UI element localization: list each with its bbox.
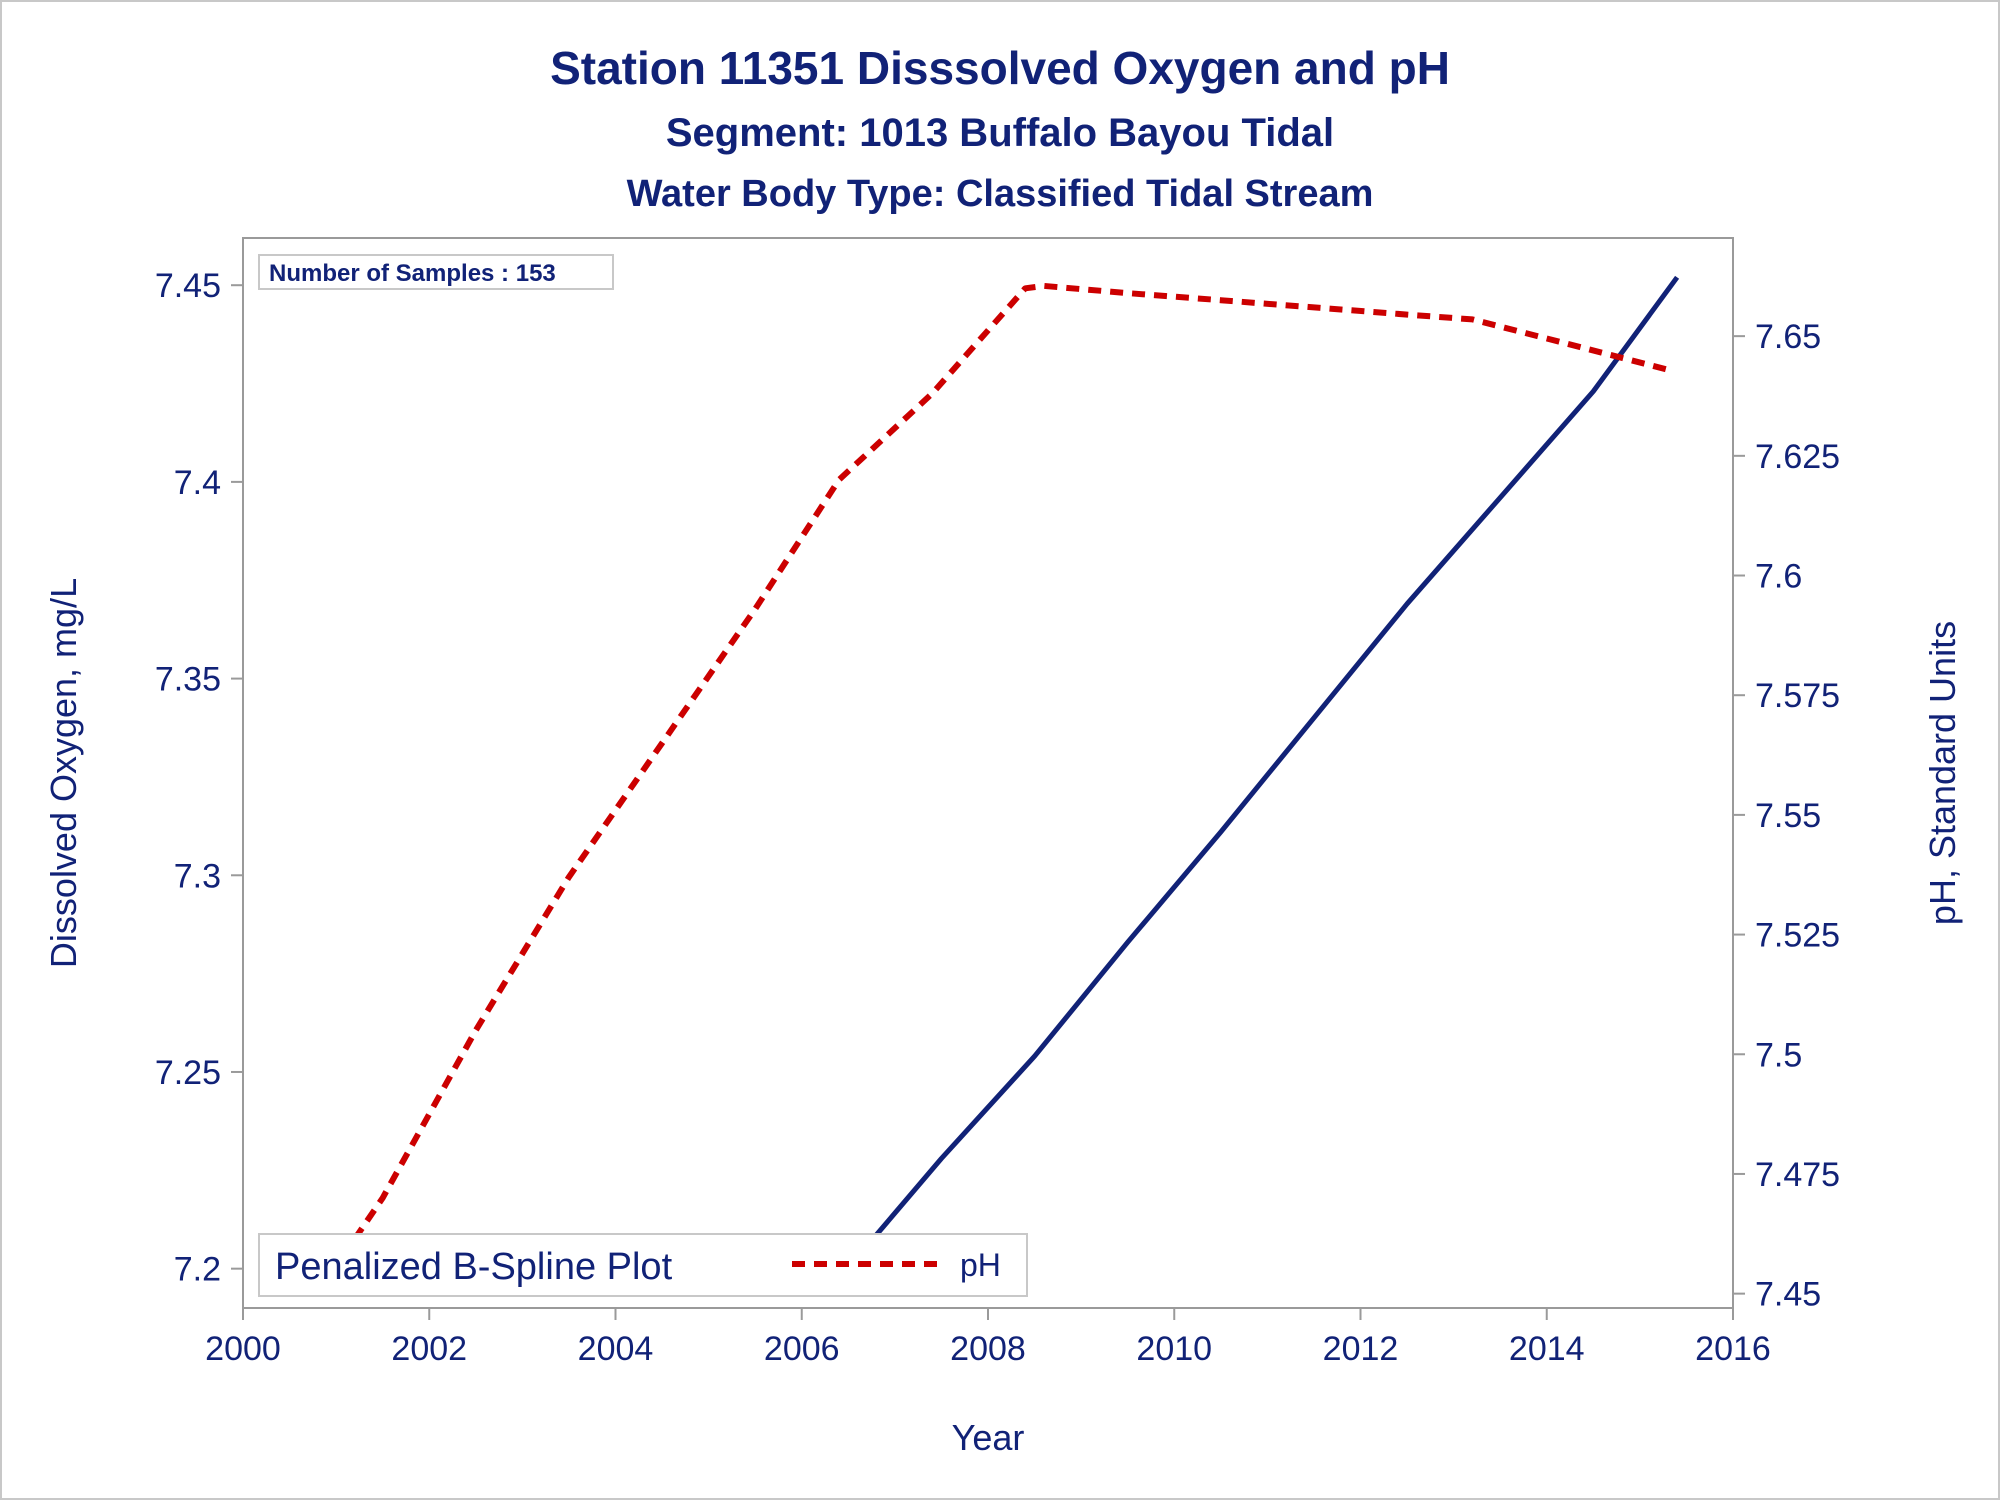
y-tick-label: 7.2 [174, 1251, 221, 1289]
y2-tick-label: 7.475 [1755, 1156, 1840, 1194]
chart-subtitle: Segment: 1013 Buffalo Bayou Tidal [666, 111, 1334, 155]
chart-title: Station 11351 Disssolved Oxygen and pH [550, 42, 1450, 94]
y-axis-right: 7.45 7.475 7.5 7.525 7.55 7.575 7.6 7.625 7.65 [1733, 318, 1840, 1314]
y2-tick-label: 7.55 [1755, 797, 1821, 835]
ph-series-line [315, 282, 1669, 1296]
y2-tick-label: 7.5 [1755, 1036, 1802, 1074]
x-tick-label: 2010 [1136, 1330, 1212, 1368]
x-axis-label: Year [952, 1417, 1025, 1458]
legend [258, 1233, 1028, 1297]
plot-area [242, 237, 1734, 1309]
y2-tick-label: 7.525 [1755, 917, 1840, 955]
x-axis: 2000 2002 2004 2006 2008 2010 2012 2014 2016 [205, 1308, 1771, 1368]
sample-count-label: Number of Samples : 153 [269, 260, 556, 287]
legend-ph-label: pH [960, 1247, 1001, 1283]
dissolved-oxygen-series-line [317, 275, 1680, 1285]
y2-tick-label: 7.575 [1755, 677, 1840, 715]
x-tick-label: 2002 [391, 1330, 467, 1368]
y2-tick-label: 7.6 [1755, 558, 1802, 596]
y2-tick-label: 7.625 [1755, 438, 1840, 476]
x-tick-label: 2014 [1509, 1330, 1585, 1368]
series-lines [315, 275, 1680, 1296]
y-tick-label: 7.4 [174, 464, 221, 502]
sample-count-box [258, 254, 614, 290]
x-tick-label: 2016 [1695, 1330, 1771, 1368]
y2-tick-label: 7.45 [1755, 1276, 1821, 1314]
y2-tick-label: 7.65 [1755, 318, 1821, 356]
x-tick-label: 2012 [1323, 1330, 1399, 1368]
y-tick-label: 7.45 [155, 267, 221, 305]
y-tick-label: 7.35 [155, 661, 221, 699]
x-tick-label: 2008 [950, 1330, 1026, 1368]
x-tick-label: 2006 [764, 1330, 840, 1368]
y-tick-label: 7.25 [155, 1054, 221, 1092]
legend-title: Penalized B-Spline Plot [275, 1246, 673, 1288]
y-axis-label: Dissolved Oxygen, mg/L [43, 578, 84, 968]
y-axis-left: 7.2 7.25 7.3 7.35 7.4 7.45 [155, 267, 243, 1289]
y2-axis-label: pH, Standard Units [1922, 621, 1963, 925]
x-tick-label: 2004 [578, 1330, 654, 1368]
y-tick-label: 7.3 [174, 857, 221, 895]
x-tick-label: 2000 [205, 1330, 281, 1368]
chart-subtitle-2: Water Body Type: Classified Tidal Stream [627, 173, 1374, 215]
